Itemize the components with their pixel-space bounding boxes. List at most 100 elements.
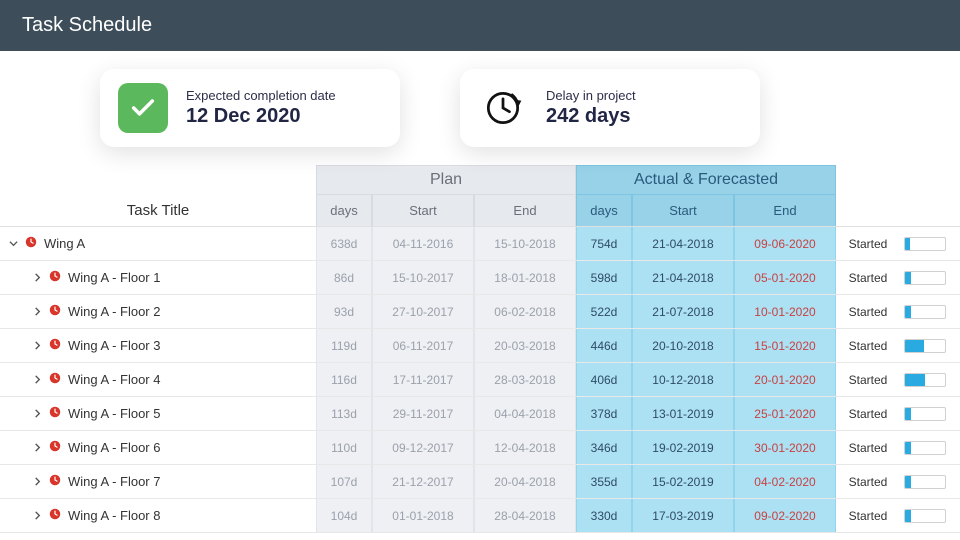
delay-label: Delay in project	[546, 88, 636, 103]
progress-bar	[904, 441, 946, 455]
progress-cell	[900, 295, 960, 328]
progress-bar	[904, 475, 946, 489]
progress-cell	[900, 227, 960, 260]
task-table: Plan Actual & Forecasted Task Title days…	[0, 165, 960, 533]
status: Started	[836, 397, 900, 430]
chevron-right-icon[interactable]	[32, 477, 42, 486]
col-actual-start[interactable]: Start	[632, 195, 734, 226]
progress-bar	[904, 237, 946, 251]
chevron-right-icon[interactable]	[32, 341, 42, 350]
plan-days: 116d	[316, 363, 372, 396]
task-title-cell[interactable]: Wing A - Floor 8	[0, 499, 316, 532]
col-actual-end[interactable]: End	[734, 195, 836, 226]
plan-days: 119d	[316, 329, 372, 362]
col-plan-days[interactable]: days	[316, 195, 372, 226]
summary-cards: Expected completion date 12 Dec 2020 Del…	[0, 51, 960, 165]
col-plan-end[interactable]: End	[474, 195, 576, 226]
actual-start: 21-04-2018	[632, 227, 734, 260]
plan-days: 93d	[316, 295, 372, 328]
chevron-right-icon[interactable]	[32, 511, 42, 520]
chevron-right-icon[interactable]	[32, 307, 42, 316]
actual-end: 09-06-2020	[734, 227, 836, 260]
progress-cell	[900, 465, 960, 498]
actual-start: 19-02-2019	[632, 431, 734, 464]
task-title-cell[interactable]: Wing A - Floor 2	[0, 295, 316, 328]
progress-bar	[904, 407, 946, 421]
table-row[interactable]: Wing A - Floor 6110d09-12-201712-04-2018…	[0, 431, 960, 465]
clock-icon	[48, 371, 62, 388]
col-title[interactable]: Task Title	[0, 195, 316, 226]
table-row[interactable]: Wing A638d04-11-201615-10-2018754d21-04-…	[0, 227, 960, 261]
plan-start: 09-12-2017	[372, 431, 474, 464]
col-actual-days[interactable]: days	[576, 195, 632, 226]
clock-icon	[48, 405, 62, 422]
progress-cell	[900, 431, 960, 464]
table-row[interactable]: Wing A - Floor 186d15-10-201718-01-20185…	[0, 261, 960, 295]
task-title-cell[interactable]: Wing A - Floor 4	[0, 363, 316, 396]
actual-days: 598d	[576, 261, 632, 294]
task-title: Wing A - Floor 5	[68, 406, 160, 421]
status: Started	[836, 261, 900, 294]
status: Started	[836, 227, 900, 260]
chevron-right-icon[interactable]	[32, 375, 42, 384]
task-title-cell[interactable]: Wing A - Floor 6	[0, 431, 316, 464]
actual-end: 25-01-2020	[734, 397, 836, 430]
progress-cell	[900, 499, 960, 532]
actual-start: 21-04-2018	[632, 261, 734, 294]
plan-start: 15-10-2017	[372, 261, 474, 294]
actual-days: 754d	[576, 227, 632, 260]
chevron-down-icon[interactable]	[8, 239, 18, 248]
task-title-cell[interactable]: Wing A - Floor 5	[0, 397, 316, 430]
plan-days: 86d	[316, 261, 372, 294]
progress-bar	[904, 509, 946, 523]
plan-start: 29-11-2017	[372, 397, 474, 430]
chevron-right-icon[interactable]	[32, 409, 42, 418]
progress-bar	[904, 305, 946, 319]
task-title-cell[interactable]: Wing A - Floor 7	[0, 465, 316, 498]
actual-end: 15-01-2020	[734, 329, 836, 362]
clock-icon	[48, 337, 62, 354]
delay-card: Delay in project 242 days	[460, 69, 760, 147]
completion-value: 12 Dec 2020	[186, 105, 336, 128]
progress-bar	[904, 373, 946, 387]
completion-card: Expected completion date 12 Dec 2020	[100, 69, 400, 147]
clock-refresh-icon	[478, 83, 528, 133]
actual-end: 20-01-2020	[734, 363, 836, 396]
plan-group-header: Plan	[316, 165, 576, 195]
task-title-cell[interactable]: Wing A - Floor 1	[0, 261, 316, 294]
chevron-right-icon[interactable]	[32, 273, 42, 282]
clock-icon	[48, 269, 62, 286]
table-row[interactable]: Wing A - Floor 3119d06-11-201720-03-2018…	[0, 329, 960, 363]
table-row[interactable]: Wing A - Floor 293d27-10-201706-02-20185…	[0, 295, 960, 329]
clock-icon	[48, 439, 62, 456]
task-title-cell[interactable]: Wing A - Floor 3	[0, 329, 316, 362]
actual-start: 17-03-2019	[632, 499, 734, 532]
table-row[interactable]: Wing A - Floor 8104d01-01-201828-04-2018…	[0, 499, 960, 533]
clock-icon	[48, 473, 62, 490]
actual-start: 21-07-2018	[632, 295, 734, 328]
table-row[interactable]: Wing A - Floor 5113d29-11-201704-04-2018…	[0, 397, 960, 431]
actual-days: 346d	[576, 431, 632, 464]
task-title-cell[interactable]: Wing A	[0, 227, 316, 260]
plan-end: 15-10-2018	[474, 227, 576, 260]
actual-end: 10-01-2020	[734, 295, 836, 328]
column-header-row: Task Title days Start End days Start End	[0, 195, 960, 227]
status: Started	[836, 329, 900, 362]
plan-end: 06-02-2018	[474, 295, 576, 328]
actual-end: 30-01-2020	[734, 431, 836, 464]
table-row[interactable]: Wing A - Floor 7107d21-12-201720-04-2018…	[0, 465, 960, 499]
chevron-right-icon[interactable]	[32, 443, 42, 452]
plan-start: 17-11-2017	[372, 363, 474, 396]
actual-days: 330d	[576, 499, 632, 532]
plan-start: 04-11-2016	[372, 227, 474, 260]
table-row[interactable]: Wing A - Floor 4116d17-11-201728-03-2018…	[0, 363, 960, 397]
delay-value: 242 days	[546, 105, 636, 128]
plan-days: 107d	[316, 465, 372, 498]
actual-group-header: Actual & Forecasted	[576, 165, 836, 195]
actual-days: 355d	[576, 465, 632, 498]
task-title: Wing A - Floor 2	[68, 304, 160, 319]
clock-icon	[48, 303, 62, 320]
col-plan-start[interactable]: Start	[372, 195, 474, 226]
progress-cell	[900, 329, 960, 362]
group-header-row: Plan Actual & Forecasted	[0, 165, 960, 195]
